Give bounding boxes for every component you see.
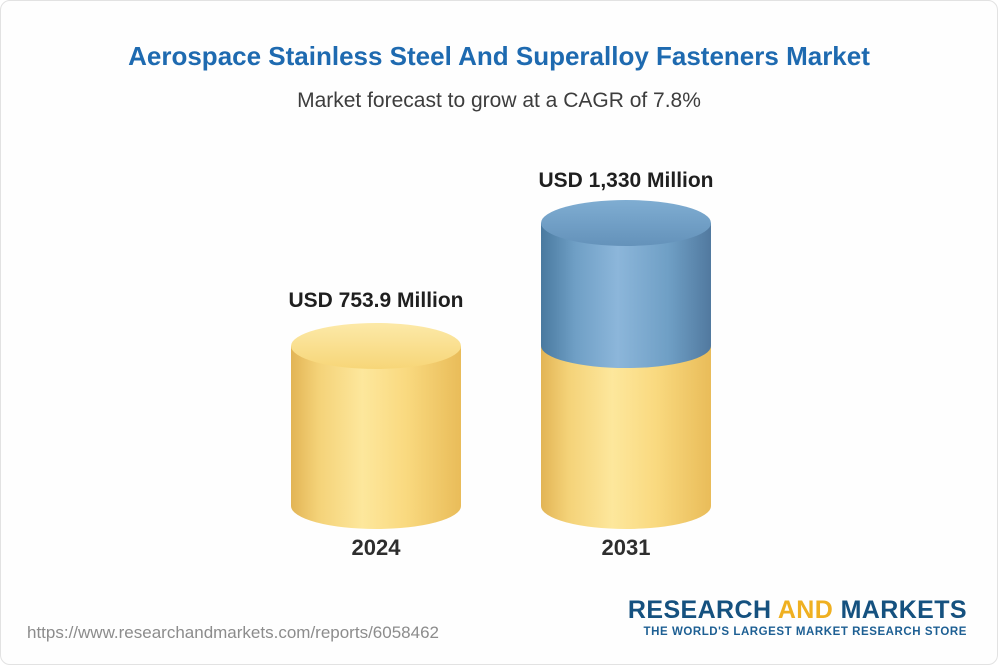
bar-2031-base-segment — [541, 346, 711, 529]
page-title: Aerospace Stainless Steel And Superalloy… — [128, 41, 870, 71]
bar-2031-cylinder-top — [541, 200, 711, 246]
page-subtitle: Market forecast to grow at a CAGR of 7.8… — [297, 89, 701, 112]
value-label-2024: USD 753.9 Million — [288, 289, 464, 312]
logo-word-and: AND — [777, 596, 834, 624]
logo-tagline: THE WORLD'S LARGEST MARKET RESEARCH STOR… — [643, 626, 967, 639]
category-label-2031: 2031 — [601, 535, 651, 560]
logo-wordmark: RESEARCH AND MARKETS — [628, 597, 967, 623]
bar-2031-growth-segment — [541, 223, 711, 368]
logo-word-research: RESEARCH — [627, 596, 772, 624]
research-and-markets-logo: RESEARCH AND MARKETS THE WORLD'S LARGEST… — [628, 597, 967, 638]
logo-word-markets: MARKETS — [840, 596, 967, 624]
bar-2024-cylinder-body — [291, 346, 461, 529]
bar-2024-cylinder-top — [291, 323, 461, 369]
category-label-2024: 2024 — [351, 535, 401, 560]
value-label-2031: USD 1,330 Million — [538, 169, 714, 192]
source-url: https://www.researchandmarkets.com/repor… — [27, 623, 439, 642]
